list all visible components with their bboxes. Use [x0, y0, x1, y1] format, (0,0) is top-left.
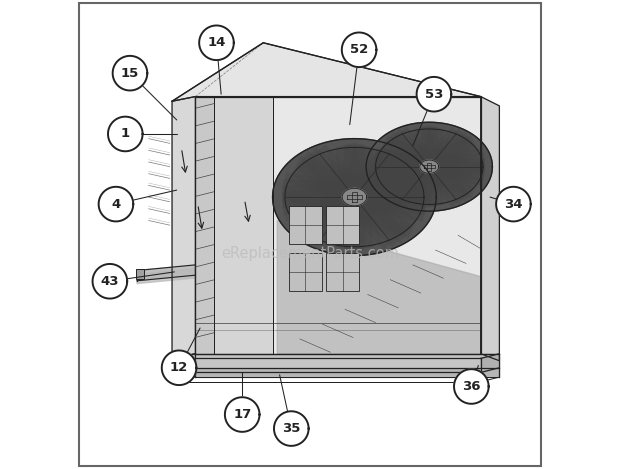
Text: 14: 14 — [207, 36, 226, 49]
Polygon shape — [420, 160, 439, 174]
Polygon shape — [199, 25, 234, 60]
FancyBboxPatch shape — [289, 253, 322, 291]
Polygon shape — [496, 187, 531, 221]
Polygon shape — [172, 354, 195, 372]
Polygon shape — [137, 269, 195, 284]
Polygon shape — [417, 77, 451, 112]
FancyBboxPatch shape — [326, 206, 359, 244]
Polygon shape — [342, 32, 376, 67]
Polygon shape — [108, 117, 143, 151]
Polygon shape — [454, 369, 489, 404]
Text: 52: 52 — [350, 43, 368, 56]
Polygon shape — [195, 97, 480, 354]
Polygon shape — [162, 350, 197, 385]
Polygon shape — [92, 264, 127, 299]
Text: 12: 12 — [170, 361, 188, 374]
Polygon shape — [277, 220, 480, 354]
Text: 35: 35 — [282, 422, 301, 435]
Polygon shape — [480, 97, 499, 361]
Polygon shape — [195, 368, 499, 377]
Polygon shape — [273, 97, 480, 354]
Polygon shape — [342, 189, 366, 206]
Polygon shape — [137, 265, 195, 281]
Polygon shape — [113, 56, 148, 91]
Polygon shape — [99, 187, 133, 221]
Text: 4: 4 — [112, 197, 120, 211]
Polygon shape — [366, 122, 492, 211]
Text: 1: 1 — [121, 128, 130, 140]
Text: eReplacementParts.com: eReplacementParts.com — [221, 246, 399, 261]
FancyBboxPatch shape — [136, 269, 144, 280]
Polygon shape — [273, 139, 436, 256]
Text: 17: 17 — [233, 408, 251, 421]
Text: 36: 36 — [462, 380, 480, 393]
Polygon shape — [214, 97, 273, 354]
Polygon shape — [195, 354, 499, 368]
Polygon shape — [172, 97, 195, 358]
Text: 15: 15 — [121, 67, 139, 80]
Polygon shape — [274, 411, 309, 446]
Polygon shape — [480, 354, 499, 372]
Polygon shape — [172, 354, 499, 358]
Polygon shape — [195, 97, 214, 354]
Text: 34: 34 — [504, 197, 523, 211]
Polygon shape — [225, 397, 260, 432]
Polygon shape — [172, 368, 195, 382]
FancyBboxPatch shape — [289, 206, 322, 244]
Text: 43: 43 — [100, 275, 119, 288]
FancyBboxPatch shape — [326, 253, 359, 291]
Polygon shape — [172, 43, 480, 101]
Text: 53: 53 — [425, 88, 443, 101]
